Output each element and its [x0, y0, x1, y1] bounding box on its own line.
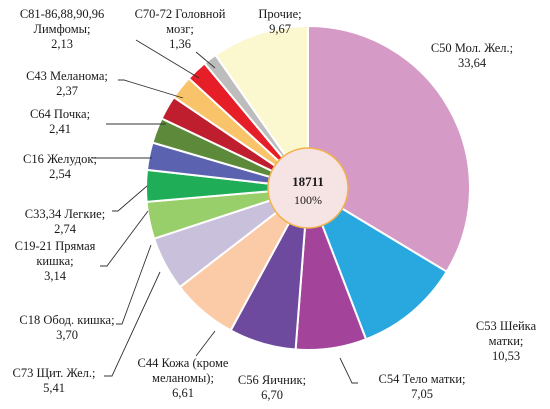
- leader-line-7: [100, 210, 149, 267]
- slice-label-1-line-1: матки;: [489, 334, 524, 348]
- slice-label-6-line-0: C18 Обод. кишка;: [19, 313, 114, 327]
- slice-label-6-line-1: 3,70: [56, 328, 78, 342]
- slice-label-4-line-1: меланомы);: [152, 371, 214, 385]
- slice-label-2-line-0: C54 Тело матки;: [378, 372, 465, 386]
- leader-line-4: [195, 330, 216, 357]
- slice-label-3: C56 Яичник; 6,70: [238, 373, 306, 402]
- slice-label-11-line-0: C43 Меланома;: [26, 69, 108, 83]
- slice-label-9-line-0: C16 Желудок;: [23, 152, 97, 166]
- slice-label-8: C33,34 Легкие; 2,74: [25, 207, 105, 236]
- slice-label-11: C43 Меланома; 2,37: [26, 69, 108, 98]
- slice-label-9-line-1: 2,54: [49, 167, 72, 181]
- slice-label-10-line-0: C64 Почка;: [30, 107, 90, 121]
- slice-label-7: C19-21 Прямая кишка; 3,14: [15, 239, 96, 283]
- slice-label-5-line-0: C73 Щит. Жел.;: [13, 366, 96, 380]
- slice-label-0-line-0: C50 Мол. Жел.;: [431, 41, 513, 55]
- slice-label-3-line-0: C56 Яичник;: [238, 373, 306, 387]
- slice-label-10-line-1: 2,41: [49, 122, 71, 136]
- slice-label-5: C73 Щит. Жел.; 5,41: [13, 366, 96, 395]
- slice-label-8-line-1: 2,74: [54, 222, 77, 236]
- slice-label-12-line-0: C81-86,88,90,96: [20, 7, 104, 21]
- leader-lines-layer: [92, 39, 358, 384]
- slice-label-9: C16 Желудок; 2,54: [23, 152, 97, 181]
- slice-label-1: C53 Шейка матки; 10,53: [476, 319, 537, 363]
- slice-label-0: C50 Мол. Жел.; 33,64: [431, 41, 513, 70]
- slice-label-8-line-0: C33,34 Легкие;: [25, 207, 105, 221]
- slice-label-12-line-2: 2,13: [51, 37, 73, 51]
- slice-label-0-line-1: 33,64: [458, 56, 487, 70]
- pie-slice-14: [214, 24, 309, 192]
- leader-line-6: [116, 244, 152, 325]
- slice-label-6: C18 Обод. кишка; 3,70: [19, 313, 114, 342]
- slice-label-7-line-2: 3,14: [44, 269, 67, 283]
- slice-label-5-line-1: 5,41: [43, 381, 65, 395]
- slice-label-13-line-0: C70-72 Головной: [135, 7, 226, 21]
- leader-line-11: [118, 79, 184, 99]
- slice-label-12: C81-86,88,90,96 Лимфомы; 2,13: [20, 7, 104, 51]
- center-total: 18711: [292, 174, 324, 189]
- slice-label-14-line-0: Прочие;: [258, 7, 301, 21]
- slice-label-12-line-1: Лимфомы;: [34, 22, 91, 36]
- pie-slice-1: [306, 185, 449, 341]
- leader-line-12: [135, 39, 200, 79]
- slice-label-10: C64 Почка; 2,41: [30, 107, 90, 136]
- slice-label-1-line-2: 10,53: [492, 349, 520, 363]
- leader-line-8: [112, 185, 148, 212]
- slice-label-13-line-1: мозг;: [166, 22, 194, 36]
- slice-label-7-line-0: C19-21 Прямая: [15, 239, 96, 253]
- slice-label-14: Прочие; 9,67: [258, 7, 301, 36]
- slice-label-13-line-2: 1,36: [169, 37, 191, 51]
- slices-layer: [145, 24, 471, 351]
- pie-slice-0: [307, 24, 471, 274]
- leader-line-13: [195, 51, 216, 69]
- center-percent: 100%: [294, 193, 322, 207]
- center-circle: [267, 147, 349, 229]
- leader-line-2: [339, 357, 358, 384]
- slice-label-2-line-1: 7,05: [411, 387, 433, 401]
- slice-label-13: C70-72 Головной мозг; 1,36: [135, 7, 226, 51]
- slice-label-2: C54 Тело матки; 7,05: [378, 372, 465, 401]
- leader-line-5: [104, 271, 161, 377]
- center-group: 18711 100%: [267, 147, 349, 229]
- slice-label-3-line-1: 6,70: [261, 388, 283, 402]
- slice-label-4-line-2: 6,61: [172, 386, 194, 400]
- slice-label-4-line-0: C44 Кожа (кроме: [138, 356, 229, 370]
- slice-label-11-line-1: 2,37: [56, 84, 78, 98]
- slice-label-14-line-1: 9,67: [269, 22, 291, 36]
- slice-label-7-line-1: кишка;: [36, 254, 73, 268]
- slice-label-1-line-0: C53 Шейка: [476, 319, 537, 333]
- slice-label-4: C44 Кожа (кроме меланомы); 6,61: [138, 356, 229, 400]
